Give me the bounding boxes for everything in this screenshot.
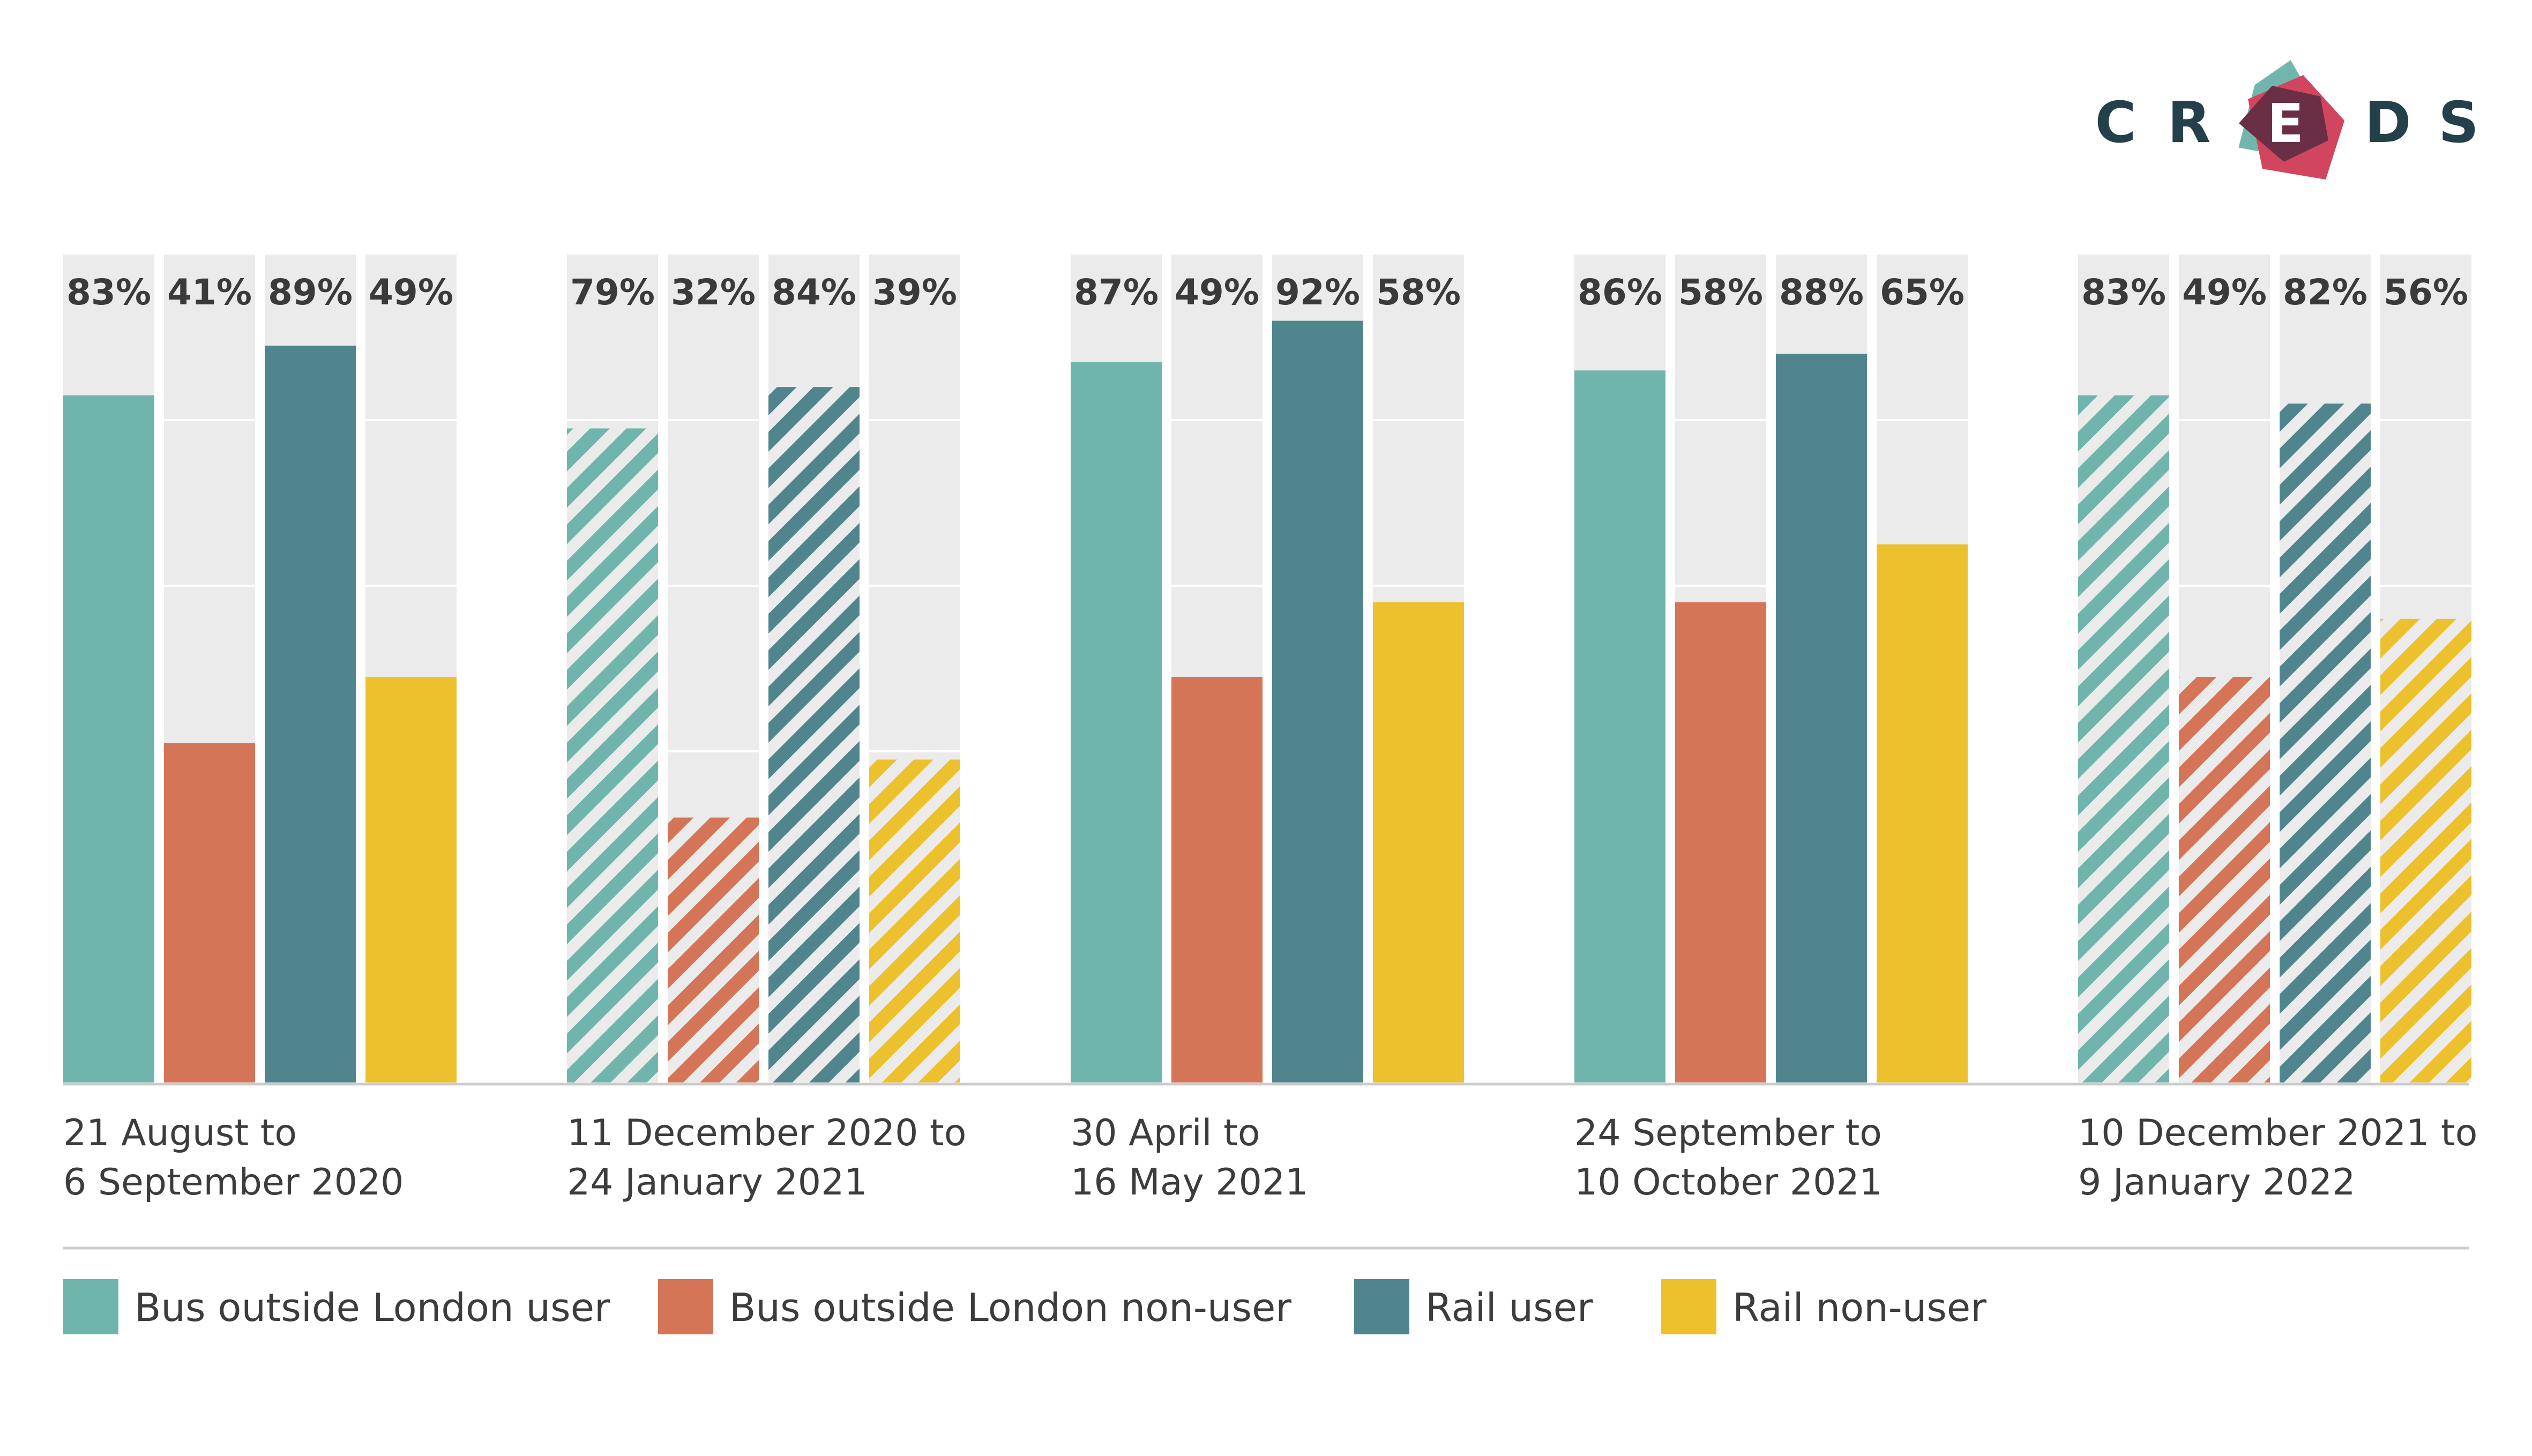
bar-bus-outside-london-non-user bbox=[668, 817, 759, 1082]
period-label-line: 10 October 2021 bbox=[1574, 1161, 1883, 1204]
logo-letter: E bbox=[2267, 92, 2304, 155]
data-label: 86% bbox=[1578, 272, 1662, 313]
bar-rail-non-user bbox=[365, 676, 457, 1082]
bar-bus-outside-london-non-user bbox=[1675, 602, 1766, 1082]
data-label: 49% bbox=[1175, 272, 1259, 313]
logo-shape-dark bbox=[2239, 86, 2328, 162]
legend-label: Rail non-user bbox=[1732, 1285, 1986, 1330]
legend-item-bus-outside-london-non-user: Bus outside London non-user bbox=[658, 1279, 1291, 1334]
legend-swatch bbox=[658, 1279, 713, 1334]
bar-bus-outside-london-user bbox=[1574, 370, 1665, 1082]
bar-rail-non-user bbox=[869, 759, 960, 1082]
period-label-line: 21 August to bbox=[63, 1112, 297, 1154]
legend: Bus outside London user Bus outside Londo… bbox=[63, 1279, 1986, 1334]
data-label: 41% bbox=[167, 272, 252, 313]
data-label: 65% bbox=[1880, 272, 1965, 313]
bar-bus-outside-london-user bbox=[567, 428, 658, 1083]
data-label: 84% bbox=[772, 272, 856, 313]
bar-bus-outside-london-user bbox=[1071, 362, 1162, 1082]
period-group-1: 83% 41% 89% 49% bbox=[63, 255, 457, 1083]
period-label-line: 9 January 2022 bbox=[2078, 1161, 2355, 1204]
legend-swatch bbox=[63, 1279, 118, 1334]
legend-swatch bbox=[1354, 1279, 1409, 1334]
legend-label: Rail user bbox=[1425, 1285, 1593, 1330]
bar-bus-outside-london-non-user bbox=[1171, 676, 1263, 1082]
data-label: 56% bbox=[2384, 272, 2468, 313]
period-label-line: 11 December 2020 to bbox=[567, 1112, 966, 1154]
data-label: 49% bbox=[369, 272, 453, 313]
bar-rail-user bbox=[1272, 320, 1363, 1082]
data-label: 92% bbox=[1275, 272, 1360, 313]
bar-rail-non-user bbox=[2380, 618, 2471, 1082]
data-label: 39% bbox=[872, 272, 957, 313]
data-label: 83% bbox=[2081, 272, 2166, 313]
legend-item-rail-user: Rail user bbox=[1354, 1279, 1593, 1334]
legend-item-rail-non-user: Rail non-user bbox=[1661, 1279, 1986, 1334]
logo-letter: S bbox=[2438, 90, 2479, 155]
period-label-line: 6 September 2020 bbox=[63, 1161, 404, 1204]
bar-bus-outside-london-non-user bbox=[2179, 676, 2270, 1082]
period-group-5: 83% 49% 82% 56% bbox=[2078, 255, 2471, 1082]
bar-rail-user bbox=[1776, 354, 1867, 1082]
data-label: 58% bbox=[1376, 272, 1461, 313]
logo-letter: R bbox=[2168, 90, 2211, 155]
bar-rail-user bbox=[265, 345, 356, 1083]
legend-item-bus-outside-london-user: Bus outside London user bbox=[63, 1279, 610, 1334]
period-label-line: 24 January 2021 bbox=[567, 1161, 868, 1204]
x-axis-labels: 21 August to 6 September 2020 11 December … bbox=[63, 1112, 2477, 1204]
bar-rail-non-user bbox=[1877, 544, 1968, 1082]
data-label: 83% bbox=[66, 272, 151, 313]
period-label-line: 10 December 2021 to bbox=[2078, 1112, 2477, 1154]
data-label: 49% bbox=[2182, 272, 2267, 313]
bar-bus-outside-london-non-user bbox=[164, 743, 255, 1082]
bar-rail-user bbox=[2280, 404, 2371, 1082]
period-label-line: 30 April to bbox=[1071, 1112, 1260, 1154]
data-label: 89% bbox=[268, 272, 353, 313]
period-label-line: 24 September to bbox=[1574, 1112, 1882, 1154]
legend-label: Bus outside London non-user bbox=[729, 1285, 1291, 1330]
legend-swatch bbox=[1661, 1279, 1716, 1334]
period-group-4: 86% 58% 88% 65% bbox=[1574, 255, 1968, 1082]
data-label: 32% bbox=[671, 272, 756, 313]
period-group-3: 87% 49% 92% 58% bbox=[1071, 255, 1464, 1082]
data-label: 82% bbox=[2283, 272, 2367, 313]
period-group-2: 79% 32% 84% 39% bbox=[567, 255, 960, 1083]
legend-label: Bus outside London user bbox=[135, 1285, 610, 1330]
bar-bus-outside-london-user bbox=[63, 395, 154, 1082]
data-label: 79% bbox=[570, 272, 655, 313]
bar-bus-outside-london-user bbox=[2078, 395, 2169, 1082]
bar-rail-user bbox=[768, 387, 860, 1083]
data-label: 87% bbox=[1074, 272, 1159, 313]
logo-letter: C bbox=[2095, 90, 2136, 155]
logo-letter: D bbox=[2364, 90, 2411, 155]
data-label: 58% bbox=[1678, 272, 1763, 313]
plot-area: 83% 41% 89% 49% 79% 32% 84% 39% 87% 49% 92% 58% 86% 5… bbox=[63, 255, 2471, 1086]
period-label-line: 16 May 2021 bbox=[1071, 1161, 1308, 1204]
data-label: 88% bbox=[1779, 272, 1864, 313]
bar-rail-non-user bbox=[1373, 602, 1464, 1082]
